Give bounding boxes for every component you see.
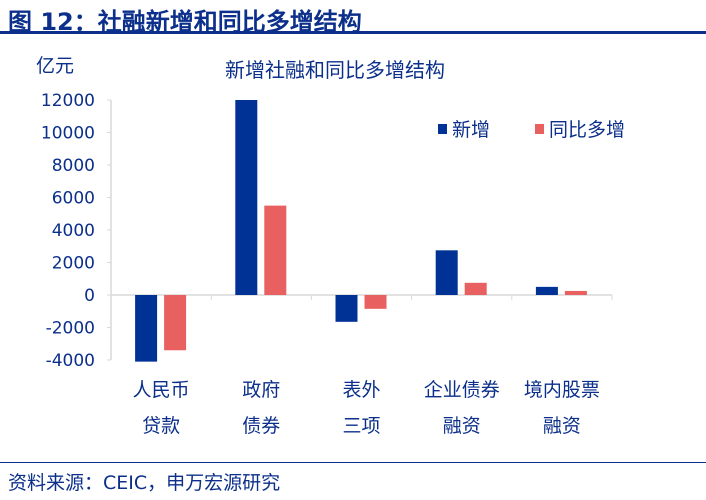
x-tick-label: 表外 [342,379,380,401]
bar-yoy-increase [564,290,587,295]
source-divider [0,462,706,463]
y-tick-label: -2000 [46,319,95,339]
x-tick-label: 企业债券 [424,379,500,401]
x-tick-label: 债券 [242,415,280,437]
legend-label: 同比多增 [549,119,625,141]
y-tick-label: 0 [84,286,95,306]
y-tick-label: 6000 [52,189,95,209]
y-tick-label: 8000 [52,156,95,176]
x-tick-label: 贷款 [142,415,180,437]
bar-yoy-increase [264,205,287,295]
bar-yoy-increase [364,295,387,309]
bar-new [135,295,158,362]
bar-new [435,250,458,295]
x-tick-label: 融资 [543,415,581,437]
y-tick-label: 2000 [52,254,95,274]
bar-chart: 新增社融和同比多增结构 亿元 -4000 -2000 0 2000 4000 6000 8000… [36,55,625,437]
y-tick-label: -4000 [46,351,95,371]
y-tick-label: 4000 [52,221,95,241]
legend-label: 新增 [452,119,490,141]
y-tick-label: 10000 [41,124,95,144]
bar-yoy-increase [464,282,487,295]
x-tick-label: 三项 [342,415,380,437]
source-note: 资料来源：CEIC，申万宏源研究 [8,472,281,494]
y-tick-label: 12000 [41,91,95,111]
x-tick-label: 融资 [443,415,481,437]
y-axis-unit: 亿元 [36,55,74,77]
x-tick-label: 境内股票 [524,379,600,401]
title-divider [0,31,706,34]
bar-yoy-increase [164,295,187,351]
bar-new [335,295,358,322]
legend-swatch [438,124,447,134]
bar-new [235,100,258,295]
chart-title: 新增社融和同比多增结构 [225,58,445,82]
bar-new [535,286,558,295]
legend-swatch [535,124,544,134]
x-tick-label: 人民币 [133,379,190,401]
x-tick-label: 政府 [242,379,280,401]
